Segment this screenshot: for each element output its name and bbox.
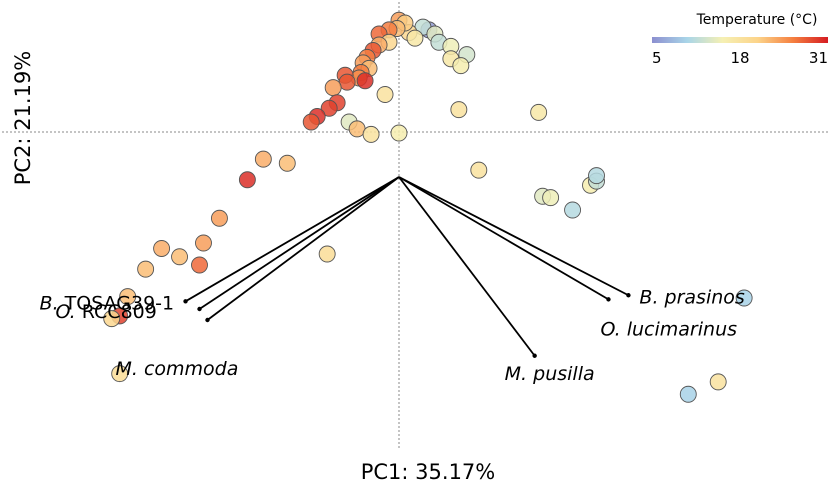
sample-point — [320, 99, 338, 117]
sample-point — [362, 125, 380, 143]
loading-label-part: M. commoda — [115, 358, 238, 380]
loading-vector — [206, 176, 400, 321]
sample-point — [302, 113, 320, 131]
colorbar-ticks: 5 18 31 — [652, 49, 828, 67]
sample-point — [254, 150, 272, 168]
loading-label: M. commoda — [115, 358, 238, 380]
sample-point — [450, 101, 468, 119]
loading-vector-tip — [197, 306, 202, 312]
sample-point — [709, 373, 727, 391]
sample-point — [318, 245, 336, 263]
sample-point — [470, 161, 488, 179]
loading-label: O. lucimarinus — [600, 318, 737, 340]
loading-label-part: TOSAG39-1 — [59, 292, 175, 314]
loading-vector — [398, 176, 629, 297]
sample-point — [406, 29, 424, 47]
loading-label-part: M. pusilla — [505, 363, 595, 385]
sample-points — [103, 11, 753, 403]
loading-vector — [398, 176, 609, 301]
loading-vectors: B. TOSAG39-1O. RCC809 M. commoda M. pusill… — [40, 176, 745, 385]
loading-label-part: B. prasinos — [639, 286, 744, 308]
colorbar: Temperature (°C) 5 18 31 — [652, 12, 828, 67]
colorbar-title: Temperature (°C) — [696, 12, 818, 28]
sample-point — [530, 103, 548, 121]
colorbar-gradient — [652, 37, 828, 43]
sample-point — [171, 248, 189, 266]
sample-point — [278, 154, 296, 172]
loading-label: O. RCC809 — [56, 301, 157, 323]
sample-point — [238, 171, 256, 189]
sample-point — [356, 72, 374, 90]
loading-vector — [185, 176, 400, 303]
colorbar-tick-label: 5 — [652, 49, 662, 67]
sample-point — [111, 365, 129, 383]
sample-point — [191, 256, 208, 274]
sample-point — [103, 310, 121, 328]
sample-point — [564, 201, 582, 219]
sample-point — [376, 86, 394, 103]
loading-vector-tip — [532, 353, 537, 358]
colorbar-tick-label: 18 — [730, 49, 749, 67]
sample-point — [452, 57, 470, 75]
sample-point — [324, 79, 342, 97]
sample-point — [210, 209, 228, 227]
loading-vector — [398, 176, 536, 357]
sample-point — [679, 385, 697, 403]
loading-label-part: O. — [56, 301, 76, 323]
loading-label-part: RCC809 — [76, 301, 157, 323]
loading-vector-tip — [626, 293, 631, 298]
sample-point — [119, 288, 137, 306]
sample-point — [735, 289, 753, 307]
colorbar-tick-label: 31 — [809, 49, 828, 67]
loading-label: B. TOSAG39-1 — [40, 292, 175, 314]
sample-point — [390, 124, 408, 142]
sample-point — [542, 189, 560, 207]
loading-label-part: B. — [40, 292, 59, 314]
loading-vector — [199, 176, 400, 310]
loading-label-part: O. lucimarinus — [600, 318, 737, 340]
x-axis-title: PC1: 35.17% — [361, 460, 496, 484]
loading-label: B. prasinos — [639, 286, 744, 308]
sample-point — [153, 240, 171, 257]
loading-vector-tip — [606, 297, 611, 302]
sample-point — [195, 234, 212, 252]
y-axis-title: PC2: 21.19% — [11, 51, 35, 186]
loading-label: M. pusilla — [505, 363, 595, 385]
loading-vector-tip — [183, 299, 188, 304]
sample-point — [588, 167, 605, 185]
sample-point — [137, 260, 155, 278]
loading-vector-tip — [205, 317, 210, 323]
